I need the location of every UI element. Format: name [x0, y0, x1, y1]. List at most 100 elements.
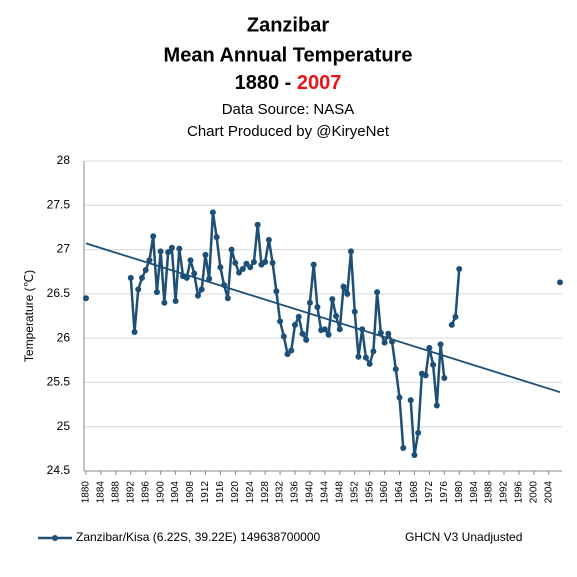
data-point: [392, 366, 399, 373]
x-tick-label: 1900: [155, 481, 166, 504]
data-point: [277, 318, 284, 325]
x-tick-label: 1976: [439, 481, 450, 504]
data-point: [557, 279, 563, 286]
data-point: [437, 341, 444, 348]
data-point: [243, 260, 250, 267]
data-point: [254, 221, 261, 228]
data-point: [400, 444, 407, 451]
data-point: [150, 233, 157, 240]
trend-line: [85, 242, 561, 394]
x-tick-label: 1936: [290, 481, 301, 504]
period: 1880 - 2007: [235, 72, 342, 94]
data-point: [83, 295, 89, 302]
x-tick-label: 1888: [110, 481, 121, 504]
x-tick-label: 1952: [349, 481, 360, 504]
data-point: [224, 295, 231, 302]
data-point: [161, 299, 168, 306]
period-end: 2007: [297, 72, 342, 94]
data-point: [135, 286, 142, 293]
data-point: [452, 313, 459, 320]
x-tick-label: 1964: [394, 481, 405, 504]
data-point: [441, 375, 448, 381]
x-tick-label: 1960: [379, 481, 390, 504]
data-point: [333, 313, 340, 319]
data-point: [415, 429, 422, 436]
data-point: [426, 344, 433, 351]
data-point: [295, 313, 302, 320]
data-point: [247, 264, 254, 271]
data-point: [351, 308, 358, 315]
data-point: [265, 236, 272, 243]
data-point: [250, 258, 257, 265]
y-tick-label: 28: [57, 153, 71, 167]
data-point: [396, 394, 403, 401]
y-axis-label: Temperature (℃): [22, 270, 36, 362]
data-point: [232, 259, 239, 266]
x-tick-label: 1920: [230, 481, 241, 504]
data-point: [284, 351, 291, 358]
data-point: [142, 266, 149, 273]
x-tick-label: 1932: [275, 481, 286, 504]
x-tick-label: 1908: [185, 481, 196, 504]
data-point: [430, 361, 437, 368]
x-tick-label: 1912: [200, 481, 211, 504]
x-tick-label: 1884: [96, 481, 107, 504]
data-point: [228, 246, 235, 253]
x-tick-label: 1980: [454, 481, 465, 504]
data-point: [172, 297, 179, 304]
data-point: [176, 245, 183, 252]
x-tick-label: 1992: [499, 481, 510, 504]
data-point: [344, 290, 351, 297]
data-point: [269, 259, 276, 266]
data-point: [314, 304, 321, 311]
data-point: [217, 264, 224, 271]
data-point: [303, 336, 310, 343]
data-point: [325, 331, 332, 338]
data-point: [306, 299, 313, 306]
data-point: [209, 209, 216, 216]
data-point: [131, 328, 138, 335]
data-point: [448, 321, 455, 328]
data-point: [433, 402, 440, 409]
data-point: [347, 248, 354, 255]
chart-title: Zanzibar: [247, 14, 329, 36]
x-tick-label: 1968: [409, 481, 420, 504]
y-tick-label: 25: [57, 419, 71, 433]
source: Data Source: NASA: [222, 101, 355, 118]
data-point: [165, 249, 172, 256]
data-point: [456, 266, 463, 273]
data-point: [411, 452, 418, 459]
y-tick-label: 26: [57, 330, 71, 344]
x-tick-label: 1896: [140, 481, 151, 504]
data-point: [362, 354, 369, 361]
x-tick-label: 1972: [424, 481, 435, 504]
data-point: [198, 286, 205, 293]
data-point: [194, 292, 201, 299]
data-point: [366, 360, 373, 367]
x-tick-label: 1904: [170, 481, 181, 504]
data-point: [288, 347, 295, 354]
data-point: [138, 274, 145, 281]
data-point: [370, 348, 377, 355]
data-point: [381, 339, 388, 346]
x-tick-label: 1928: [260, 481, 271, 504]
data-point: [191, 270, 198, 277]
data-point: [329, 296, 336, 303]
legend-marker: [52, 535, 58, 541]
x-tick-label: 1940: [305, 481, 316, 504]
data-point: [321, 326, 328, 333]
x-tick-label: 2000: [529, 481, 540, 504]
data-point: [422, 372, 429, 379]
data-point: [187, 257, 194, 264]
data-point: [153, 289, 160, 296]
data-point: [280, 333, 287, 340]
data-point: [407, 397, 414, 404]
data-point: [127, 274, 134, 281]
x-tick-label: 1924: [245, 481, 256, 504]
data-point: [385, 330, 392, 337]
legend-label: Zanzibar/Kisa (6.22S, 39.22E) 1496387000…: [76, 530, 320, 544]
x-tick-label: 1984: [469, 481, 480, 504]
x-tick-label: 1948: [334, 481, 345, 504]
y-tick-label: 27.5: [47, 197, 71, 211]
